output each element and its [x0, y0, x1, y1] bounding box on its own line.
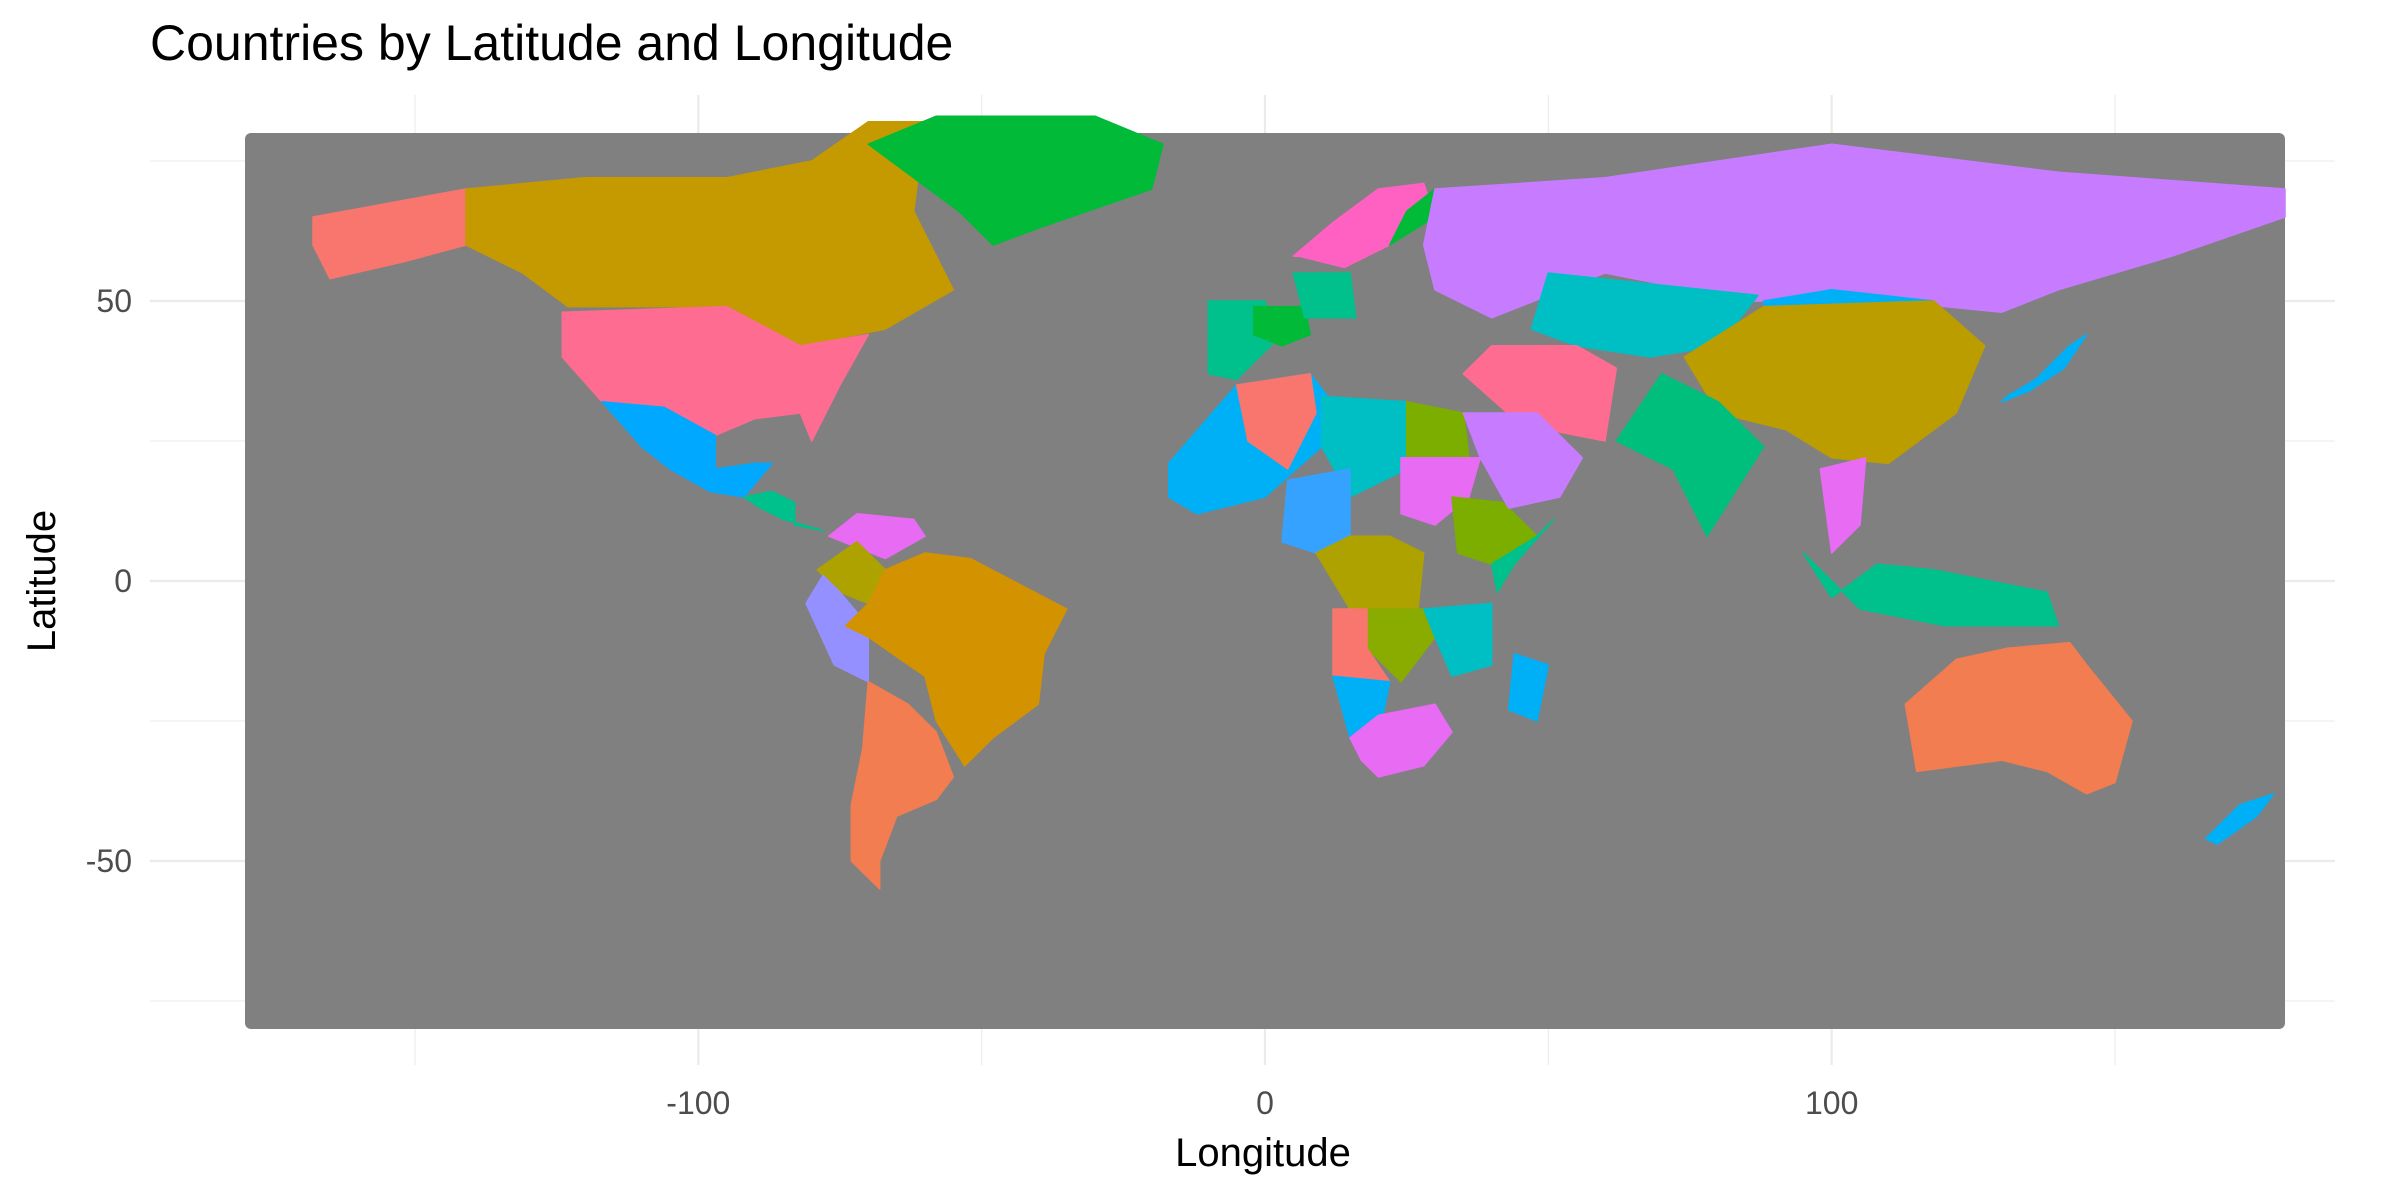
country-region [2204, 793, 2275, 845]
country-region [1292, 272, 1357, 319]
country-region [850, 681, 955, 890]
country-region [1462, 345, 1618, 442]
y-axis-ticks: -50 0 50 [86, 283, 132, 879]
country-region [2000, 333, 2088, 403]
country-region [1422, 602, 1493, 677]
country-region [1819, 457, 1867, 554]
country-region [867, 115, 1164, 246]
country-region [465, 121, 955, 347]
y-tick-label: -50 [86, 843, 132, 879]
country-region [1281, 468, 1351, 554]
y-tick-label: 0 [114, 563, 132, 599]
country-region [1400, 457, 1482, 526]
country-region [1530, 272, 1759, 358]
country-region [601, 401, 773, 498]
x-axis-title: Longitude [1175, 1131, 1351, 1175]
country-region [1422, 143, 2286, 319]
country-regions [312, 115, 2286, 890]
x-tick-label: 0 [1256, 1085, 1274, 1121]
x-axis-ticks: -100 0 100 [666, 1085, 1858, 1121]
country-region [1349, 703, 1453, 778]
y-tick-label: 50 [96, 283, 132, 319]
x-tick-label: 100 [1805, 1085, 1858, 1121]
country-region [1615, 373, 1765, 537]
y-axis-title: Latitude [20, 510, 64, 652]
plot-title: Countries by Latitude and Longitude [150, 15, 953, 71]
country-region [844, 552, 1068, 767]
country-region [1252, 305, 1312, 347]
country-region [1235, 373, 1317, 470]
country-region [1462, 412, 1584, 509]
country-region [1683, 300, 1986, 465]
country-region [1802, 552, 2060, 627]
country-region [1490, 518, 1555, 593]
country-region [1904, 641, 2133, 795]
country-region [742, 490, 824, 532]
x-tick-label: -100 [666, 1085, 730, 1121]
country-region [1507, 653, 1550, 722]
country-region [1332, 608, 1391, 683]
